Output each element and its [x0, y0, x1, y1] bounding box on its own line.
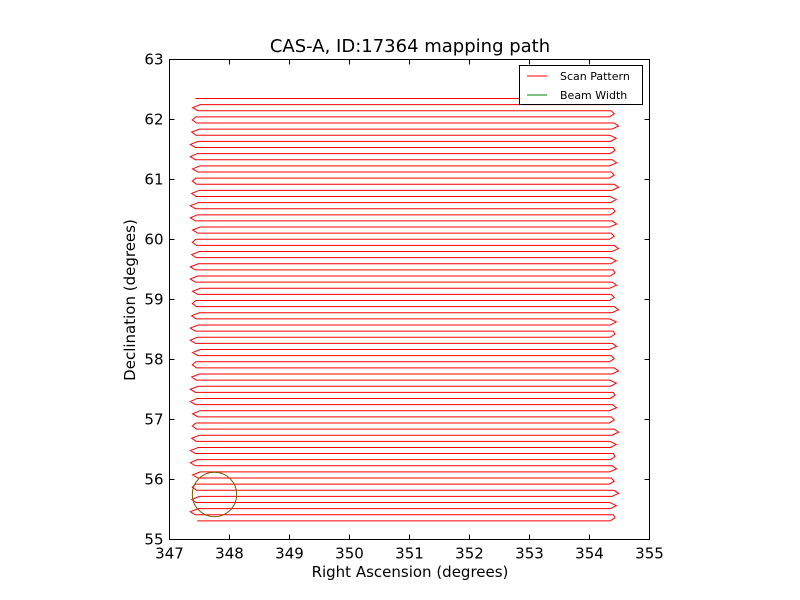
- x-tick-label: 355: [635, 545, 664, 563]
- axes-frame: [169, 59, 650, 540]
- x-tick-label: 347: [155, 545, 184, 563]
- x-tick-label: 352: [455, 545, 484, 563]
- scan-pattern-line: [189, 98, 620, 522]
- x-tick-label: 351: [395, 545, 424, 563]
- y-tick-label: 59: [144, 291, 163, 309]
- plot-area: [189, 98, 620, 522]
- y-tick-label: 63: [144, 51, 163, 69]
- y-tick-label: 57: [144, 411, 163, 429]
- y-tick-label: 60: [144, 231, 163, 249]
- x-tick-label: 349: [275, 545, 304, 563]
- x-tick-label: 348: [215, 545, 244, 563]
- y-tick-label: 62: [144, 111, 163, 129]
- axis-ticks: 347 348 349 350 351 352 353 354 355 55 56 57 58 59 60 6…: [144, 51, 663, 563]
- legend-beam-label: Beam Width: [560, 89, 627, 102]
- chart-title: CAS-A, ID:17364 mapping path: [270, 36, 550, 57]
- y-tick-label: 58: [144, 351, 163, 369]
- x-tick-label: 353: [515, 545, 544, 563]
- legend-box: [519, 65, 643, 105]
- beam-width-circle: [191, 471, 238, 518]
- legend: Scan Pattern Beam Width: [519, 65, 643, 105]
- x-tick-label: 350: [335, 545, 364, 563]
- y-tick-label: 56: [144, 471, 163, 489]
- y-axis-label: Declination (degrees): [121, 219, 139, 381]
- x-tick-label: 354: [575, 545, 604, 563]
- y-tick-label: 55: [144, 531, 163, 549]
- y-tick-label: 61: [144, 171, 163, 189]
- legend-scan-label: Scan Pattern: [560, 70, 630, 83]
- x-axis-label: Right Ascension (degrees): [312, 563, 509, 581]
